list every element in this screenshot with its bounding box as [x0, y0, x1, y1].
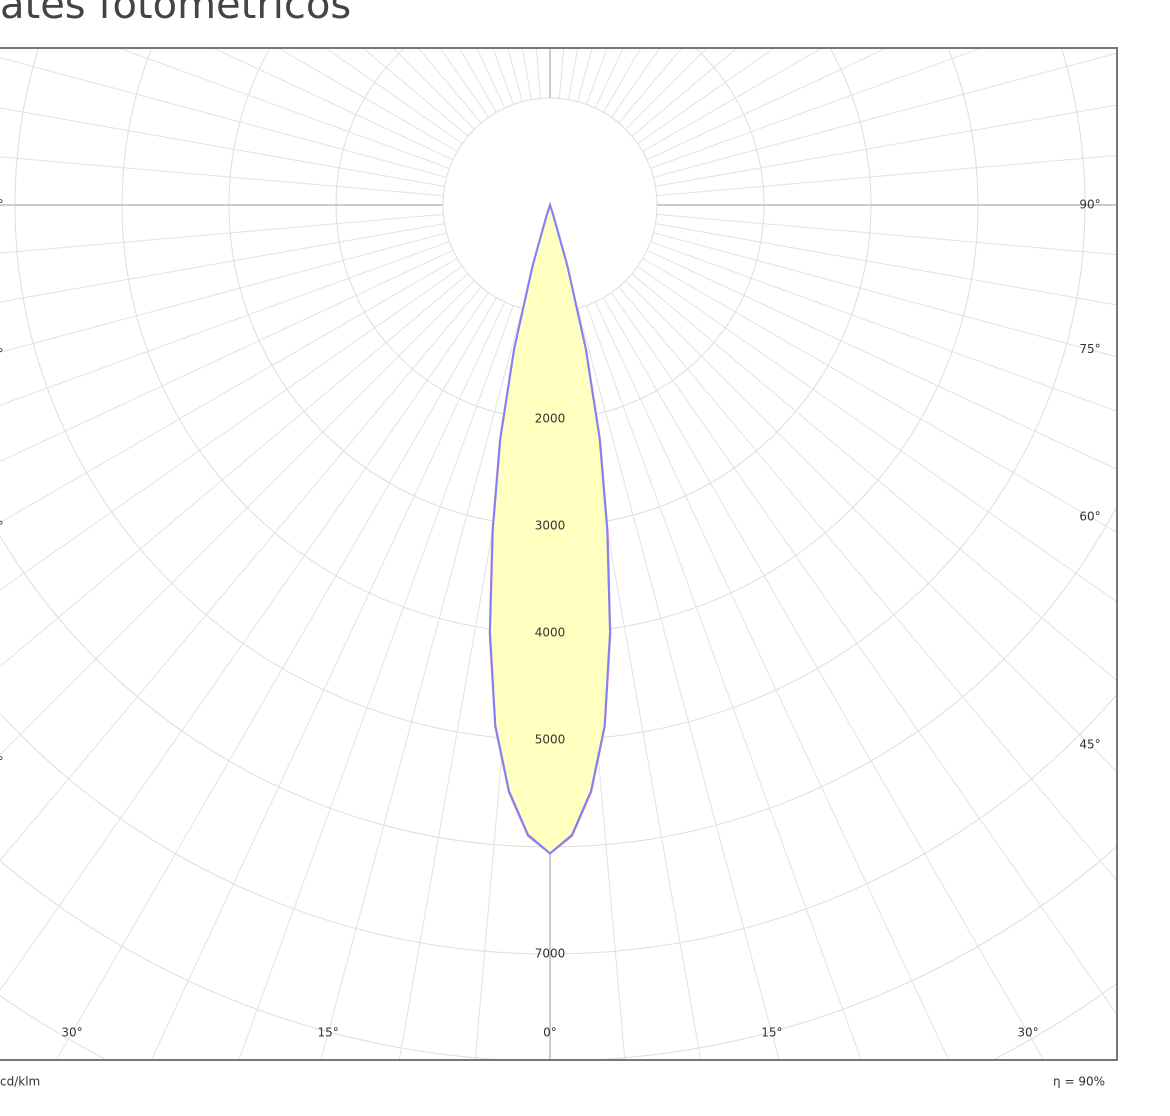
grid-ray: [631, 273, 1117, 682]
grid-ray: [0, 232, 447, 353]
grid-ray: [577, 48, 593, 102]
grid-ray: [0, 249, 454, 463]
angle-tick-label: 0°: [543, 1026, 557, 1040]
grid-ray: [0, 265, 463, 591]
grid-ray: [535, 48, 542, 99]
grid-ray: [0, 57, 447, 178]
grid-ray: [655, 104, 1117, 187]
grid-ray: [631, 48, 738, 137]
grid-ray: [637, 265, 1117, 603]
r-tick-label: 2000: [535, 412, 566, 426]
grid-ray: [577, 308, 780, 1060]
grid-ray: [594, 301, 950, 1060]
grid-ray: [610, 48, 661, 118]
angle-tick-label: 60°: [1079, 509, 1100, 523]
grid-ray: [642, 258, 1117, 533]
r-tick-label: 5000: [535, 733, 566, 747]
grid-ray: [655, 223, 1117, 306]
angle-tick-label: 90°: [0, 198, 4, 212]
grid-ray: [0, 241, 450, 406]
r-tick-label: 4000: [535, 626, 566, 640]
angle-tick-label: 75°: [1079, 342, 1100, 356]
angle-tick-label: 15°: [317, 1026, 338, 1040]
grid-ray: [656, 154, 1117, 197]
grid-ray: [618, 286, 1117, 882]
intensity-curve: [488, 201, 612, 855]
grid-ray: [238, 305, 514, 1060]
grid-ray: [0, 258, 458, 524]
grid-ray: [0, 286, 482, 862]
grid-ray: [653, 232, 1117, 358]
grid-ray: [568, 48, 579, 100]
efficiency-label: η = 90%: [1053, 1075, 1105, 1089]
page-title: ates fotometricos: [0, 0, 351, 28]
grid-ray: [653, 52, 1117, 178]
grid-ray: [0, 273, 469, 668]
grid-ray: [0, 292, 490, 992]
grid-ray: [646, 249, 1117, 470]
angle-tick-label: 45°: [1079, 738, 1100, 752]
grid-ray: [558, 48, 565, 99]
grid-ray: [603, 48, 642, 113]
angle-tick-label: 15°: [761, 1026, 782, 1040]
angle-tick-label: 45°: [0, 755, 4, 769]
grid-ray: [0, 213, 444, 254]
grid-ray: [603, 297, 1045, 1060]
grid-ray: [0, 223, 445, 303]
angle-tick-label: 60°: [0, 519, 4, 533]
unit-label: cd/klm: [0, 1075, 40, 1089]
r-tick-label: 7000: [535, 947, 566, 961]
grid-ray: [586, 305, 862, 1060]
plot-frame: [0, 47, 1118, 1061]
grid-ray: [650, 48, 983, 169]
angle-tick-label: 75°: [0, 347, 4, 361]
grid-ray: [625, 280, 1117, 773]
grid-ray: [646, 48, 888, 161]
grid-ray: [0, 107, 445, 187]
grid-ray: [212, 48, 454, 161]
grid-ray: [656, 213, 1117, 256]
grid-ray: [568, 310, 702, 1060]
angle-tick-label: 90°: [1079, 198, 1100, 212]
r-tick-label: 3000: [535, 519, 566, 533]
grid-ray: [594, 48, 624, 109]
grid-ray: [320, 308, 523, 1060]
grid-ray: [0, 156, 444, 197]
grid-ray: [55, 297, 497, 1060]
grid-ray: [0, 280, 475, 756]
grid-ray: [586, 48, 608, 105]
grid-ray: [610, 292, 1117, 1016]
angle-tick-label: 30°: [61, 1026, 82, 1040]
grid-ray: [650, 241, 1117, 412]
grid-ray: [150, 301, 506, 1060]
angle-tick-label: 30°: [1017, 1026, 1038, 1040]
grid-ray: [117, 48, 450, 169]
grid-ray: [398, 310, 532, 1060]
